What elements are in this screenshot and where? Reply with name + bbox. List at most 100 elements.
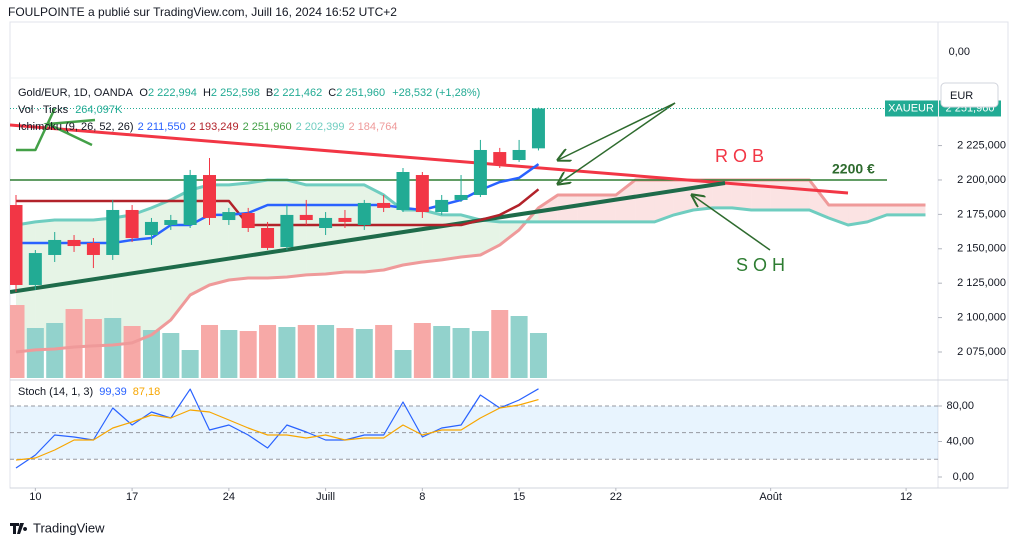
candle-body (125, 209, 139, 239)
volume-bar (10, 305, 25, 378)
over-layer (10, 107, 938, 292)
candle-body (473, 149, 487, 195)
y-tick-label: 2 200,000 (957, 174, 1006, 186)
ichimoku-value: 2 251,960 (243, 121, 292, 133)
volume-bar (142, 330, 160, 378)
cloud (132, 207, 152, 343)
ichimoku-name: Ichimoku (9, 26, 52, 26) (18, 121, 134, 133)
candle-body (48, 239, 62, 255)
stoch-name: Stoch (14, 1, 3) (18, 386, 93, 398)
candle-body (338, 217, 352, 222)
cloud (577, 194, 597, 222)
candle-body (28, 253, 42, 285)
arrow (692, 195, 771, 251)
ohlc-value: 2 222,994 (148, 87, 197, 99)
footer-text: TradingView (33, 520, 105, 535)
logo (10, 523, 28, 534)
volume-bar (394, 350, 412, 378)
volume-bar (84, 318, 102, 378)
volume-bar (239, 331, 257, 378)
candle-body (319, 217, 333, 229)
candle-body (415, 175, 429, 213)
volume-bar (510, 315, 528, 378)
volume-bar (471, 331, 489, 378)
candle-body (512, 149, 526, 161)
ohlc-key: H (203, 87, 211, 99)
volume-bar (336, 328, 354, 378)
volume-bar (65, 308, 83, 378)
ohlc-key: B (266, 87, 273, 99)
legend-stoch: Stoch (14, 1, 3) 99,39 87,18 (18, 386, 160, 398)
y-tick-label: 2 125,000 (957, 277, 1006, 289)
conversion-line (16, 163, 540, 245)
volume-name: Vol · Ticks (18, 104, 69, 116)
cloud (906, 205, 926, 215)
cloud (499, 221, 520, 245)
annotation: R O B (715, 146, 764, 166)
x-tick-label: 10 (29, 491, 41, 503)
volume-bar (297, 324, 315, 378)
x-tick-label: 17 (126, 491, 138, 503)
ohlc-key: C (328, 87, 336, 99)
volume-axis-label: 0,00 (949, 46, 970, 58)
stoch-tick-label: 0,00 (953, 471, 974, 483)
annotation: S O H (736, 255, 785, 275)
currency-button-label[interactable]: EUR (950, 90, 973, 102)
ohlc-key: O (139, 87, 148, 99)
candle-body (10, 205, 23, 285)
x-tick-label: 15 (513, 491, 525, 503)
x-tick-label: Juill (316, 491, 335, 503)
trend-line (10, 123, 849, 195)
x-tick-label: 12 (900, 491, 912, 503)
base-line (16, 188, 540, 227)
under-layer (10, 178, 926, 378)
volume-bar (162, 333, 180, 378)
candle-body (396, 171, 410, 210)
symbol: Gold/EUR, 1D, OANDA (18, 87, 134, 99)
volume-bar (259, 324, 277, 378)
x-tick-label: 8 (419, 491, 425, 503)
cloud (712, 179, 732, 208)
ohlc-value: 2 251,960 (336, 87, 385, 99)
ohlc-value: 2 221,462 (273, 87, 322, 99)
candle-body (67, 239, 81, 247)
stoch-tick-label: 40,00 (946, 435, 974, 447)
legend-main: Gold/EUR, 1D, OANDA O2 222,994 H2 252,59… (18, 87, 480, 99)
volume-bar (278, 327, 296, 378)
arrow (558, 102, 676, 184)
y-tick-label: 2 175,000 (957, 208, 1006, 220)
legend: Gold/EUR, 1D, OANDA O2 222,994 H2 252,59… (18, 87, 480, 398)
candle-body (454, 194, 468, 200)
candle-body (280, 214, 294, 247)
cloud (403, 209, 423, 266)
cloud (867, 205, 887, 222)
cloud (635, 179, 655, 222)
change: +28,532 (+1,28%) (392, 87, 480, 99)
cloud (344, 184, 365, 273)
candle-body (164, 220, 178, 225)
symbol-tag (885, 100, 938, 117)
lagging-span (16, 107, 56, 152)
legend-volume: Vol · Ticks 264,097K (18, 104, 123, 116)
candle-body (222, 212, 236, 221)
cloud (731, 179, 752, 210)
cloud (461, 214, 481, 258)
candle-body (299, 214, 313, 221)
cloud (886, 205, 907, 215)
candle-body (493, 152, 507, 165)
cloud (325, 184, 345, 274)
candle-body (357, 202, 371, 225)
volume-bar (181, 350, 199, 378)
drawings (10, 102, 849, 294)
cloud (422, 209, 442, 262)
y-tick-label: 2 225,000 (957, 139, 1006, 151)
footer: TradingView (10, 520, 105, 535)
candle-body (377, 202, 391, 208)
currency-button[interactable] (940, 82, 999, 108)
axes: 2 225,000 2 200,000 2 175,000 2 150,000 2 12… (29, 46, 1006, 503)
volume-bar (220, 330, 238, 378)
volume-bar (201, 324, 218, 378)
cloud (364, 184, 384, 273)
cloud (615, 179, 636, 222)
volume-bar (104, 318, 122, 378)
